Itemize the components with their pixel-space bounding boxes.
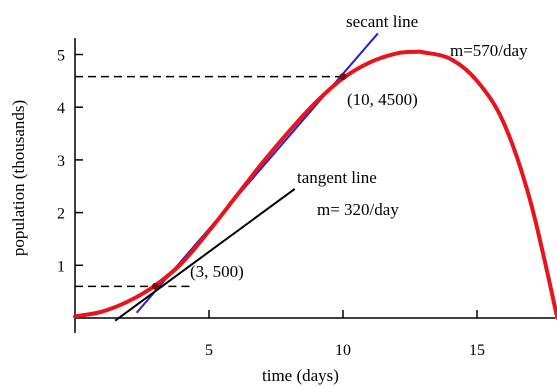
x-tick-label: 10 <box>335 342 351 359</box>
y-tick-label: 4 <box>57 100 65 117</box>
point-label-1: (3, 500) <box>190 262 244 281</box>
x-tick-label: 15 <box>469 342 485 359</box>
y-tick-label: 2 <box>57 206 65 223</box>
data-point <box>151 282 159 290</box>
y-axis-label: population (thousands) <box>9 100 28 256</box>
y-tick-label: 1 <box>57 258 65 275</box>
y-tick-label: 5 <box>57 48 65 65</box>
x-ticks: 5 10 15 <box>205 310 485 359</box>
x-tick-label: 5 <box>205 342 213 359</box>
tangent-line <box>114 188 296 322</box>
data-point <box>339 73 347 81</box>
x-axis-label: time (days) <box>262 366 339 385</box>
y-tick-label: 3 <box>57 153 65 170</box>
point-label-2: (10, 4500) <box>347 90 418 109</box>
secant-slope: m=570/day <box>450 41 528 60</box>
points <box>151 73 347 290</box>
y-ticks: 1 2 3 4 5 <box>57 48 83 275</box>
tangent-label: tangent line <box>297 168 377 187</box>
tangent-slope: m= 320/day <box>317 200 399 219</box>
population-curve <box>73 49 557 320</box>
secant-label: secant line <box>346 12 418 31</box>
